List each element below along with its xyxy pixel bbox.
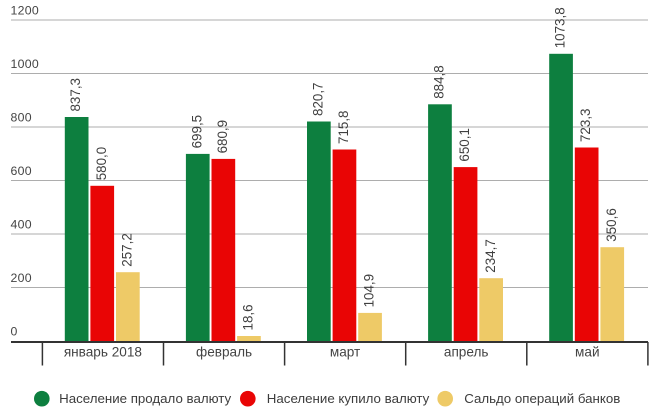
svg-text:800: 800 (11, 111, 32, 125)
svg-text:май: май (575, 344, 600, 359)
svg-text:18,6: 18,6 (241, 304, 256, 330)
svg-text:820,7: 820,7 (310, 82, 325, 116)
svg-text:104,9: 104,9 (362, 274, 377, 308)
svg-text:715,8: 715,8 (336, 110, 351, 144)
svg-text:январь 2018: январь 2018 (64, 344, 142, 359)
svg-text:Сальдо операций банков: Сальдо операций банков (464, 391, 620, 406)
svg-text:350,6: 350,6 (604, 208, 619, 242)
svg-text:837,3: 837,3 (68, 78, 83, 112)
svg-text:200: 200 (11, 271, 32, 285)
svg-text:Население продало валюту: Население продало валюту (59, 391, 231, 406)
svg-text:март: март (330, 344, 360, 359)
svg-text:723,3: 723,3 (578, 108, 593, 142)
svg-text:400: 400 (11, 218, 32, 232)
svg-text:680,9: 680,9 (215, 120, 230, 154)
svg-text:650,1: 650,1 (457, 128, 472, 162)
svg-text:257,2: 257,2 (119, 233, 134, 267)
svg-text:апрель: апрель (444, 344, 489, 359)
svg-text:1200: 1200 (11, 4, 40, 18)
svg-text:февраль: февраль (196, 344, 252, 359)
svg-text:1073,8: 1073,8 (553, 7, 568, 48)
svg-text:884,8: 884,8 (432, 65, 447, 99)
svg-text:0: 0 (11, 325, 18, 339)
svg-text:600: 600 (11, 164, 32, 178)
svg-text:580,0: 580,0 (94, 147, 109, 181)
svg-text:234,7: 234,7 (483, 239, 498, 273)
svg-text:699,5: 699,5 (189, 115, 204, 149)
svg-text:1000: 1000 (11, 57, 40, 71)
svg-text:Население купило валюту: Население купило валюту (267, 391, 430, 406)
